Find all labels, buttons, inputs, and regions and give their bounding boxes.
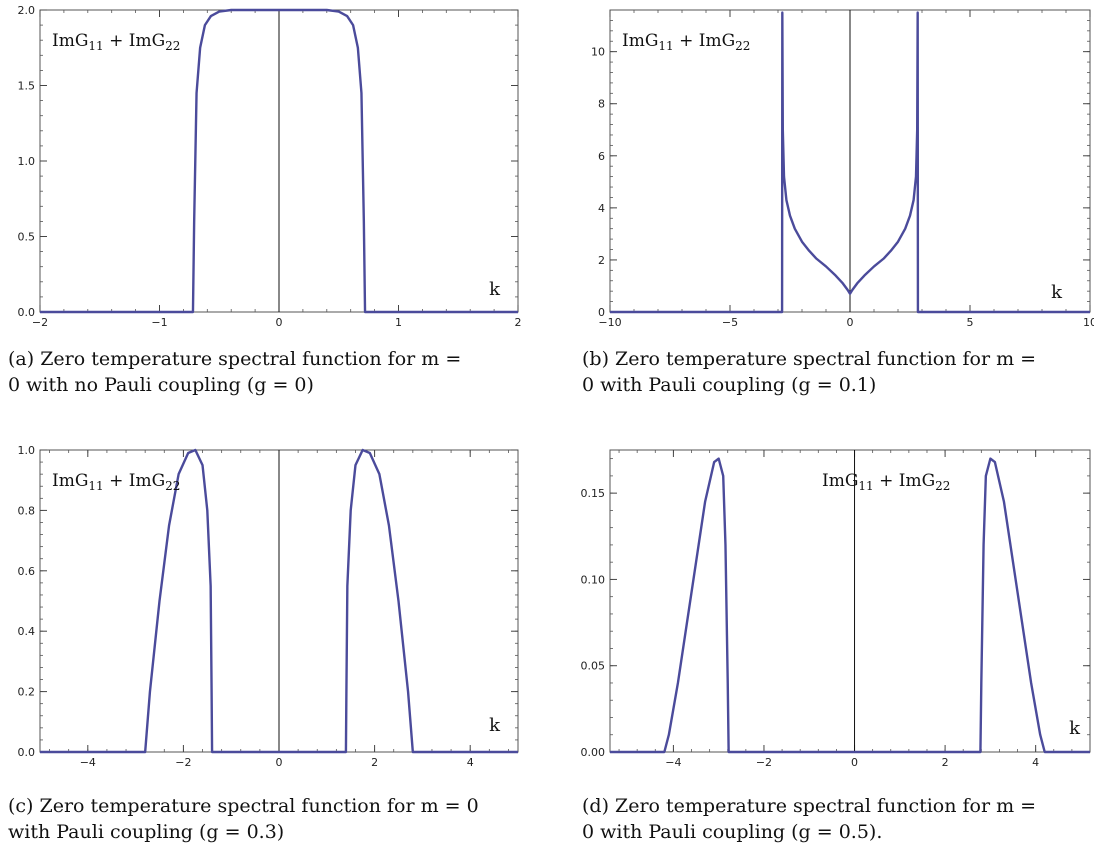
x-tick-label: −1: [151, 316, 167, 329]
x-tick-label: −2: [175, 756, 191, 769]
x-axis-label: k: [489, 279, 501, 300]
x-tick-label: −4: [665, 756, 681, 769]
x-tick-label: −2: [756, 756, 772, 769]
series-line: [610, 457, 1090, 754]
x-tick-label: −10: [598, 316, 621, 329]
chart-panel-a: −2 −1 0 1 2 0.0 0.5 1.0 1.5 2.0 ImG11 + ImG22 k: [0, 0, 530, 330]
y-tick-label: 0.15: [581, 487, 606, 500]
series-label: ImG11 + ImG22: [52, 471, 180, 493]
caption-b: (b) Zero temperature spectral function f…: [582, 348, 1037, 396]
x-tick-label: 10: [1083, 316, 1094, 329]
chart-panel-c: −4 −2 0 2 4 0.0 0.2 0.4 0.6 0.8 1.0 ImG11 + ImG22 k: [0, 440, 530, 770]
caption-d: (d) Zero temperature spectral function f…: [582, 795, 1037, 843]
chart-a: −2 −1 0 1 2 0.0 0.5 1.0 1.5 2.0 ImG11 + ImG22 k: [18, 4, 522, 329]
x-axis-label: k: [1069, 718, 1081, 739]
x-tick-label: 1: [395, 316, 402, 329]
x-tick-label: 2: [942, 756, 949, 769]
caption-c: (c) Zero temperature spectral function f…: [8, 795, 479, 843]
y-tick-label: 8: [598, 98, 605, 111]
y-tick-label: 0.00: [581, 746, 606, 759]
caption-a: (a) Zero temperature spectral function f…: [8, 348, 462, 396]
series-label: ImG11 + ImG22: [622, 31, 750, 53]
series-label: ImG11 + ImG22: [52, 31, 180, 53]
y-tick-label: 0.0: [18, 746, 36, 759]
y-tick-label: 2.0: [18, 4, 36, 17]
y-tick-label: 0.8: [18, 504, 36, 517]
y-tick-label: 0.5: [18, 231, 36, 244]
series-line: [610, 11, 1090, 314]
chart-panel-b: −10 −5 0 5 10 0 2 4 6 8 10 ImG11 + ImG22 k: [570, 0, 1094, 330]
x-tick-label: 5: [967, 316, 974, 329]
series-line: [40, 448, 518, 754]
x-tick-label: 0: [276, 316, 283, 329]
y-tick-label: 2: [598, 254, 605, 267]
series-line: [40, 8, 518, 314]
y-tick-label: 10: [591, 46, 605, 59]
y-tick-label: 0.0: [18, 306, 36, 319]
x-tick-label: 0: [847, 316, 854, 329]
y-tick-label: 0.10: [581, 573, 606, 586]
series-label: ImG11 + ImG22: [822, 471, 950, 493]
y-tick-label: 4: [598, 202, 605, 215]
x-axis-label: k: [1051, 282, 1063, 303]
x-tick-label: −2: [32, 316, 48, 329]
y-tick-label: 0.4: [18, 625, 36, 638]
y-tick-label: 1.5: [18, 80, 36, 93]
chart-c: −4 −2 0 2 4 0.0 0.2 0.4 0.6 0.8 1.0 ImG11 + ImG22 k: [18, 444, 519, 769]
y-tick-label: 0.2: [18, 686, 36, 699]
chart-b: −10 −5 0 5 10 0 2 4 6 8 10 ImG11 + ImG22 k: [591, 9, 1094, 329]
y-tick-label: 0.05: [581, 660, 606, 673]
x-tick-label: 0: [851, 756, 858, 769]
chart-d: −4 −2 0 2 4 0.00 0.05 0.10 0.15 ImG11 + ImG22 k: [581, 449, 1091, 769]
x-tick-label: −4: [80, 756, 96, 769]
x-tick-label: 4: [467, 756, 474, 769]
y-tick-label: 0: [598, 306, 605, 319]
x-tick-label: 0: [276, 756, 283, 769]
y-tick-label: 6: [598, 150, 605, 163]
y-tick-label: 1.0: [18, 155, 36, 168]
x-tick-label: 2: [515, 316, 522, 329]
x-tick-label: −5: [722, 316, 738, 329]
x-axis-label: k: [489, 715, 501, 736]
x-tick-label: 4: [1032, 756, 1039, 769]
y-tick-label: 1.0: [18, 444, 36, 457]
chart-panel-d: −4 −2 0 2 4 0.00 0.05 0.10 0.15 ImG11 + ImG22 k: [570, 440, 1094, 770]
y-tick-label: 0.6: [18, 565, 36, 578]
x-tick-label: 2: [371, 756, 378, 769]
